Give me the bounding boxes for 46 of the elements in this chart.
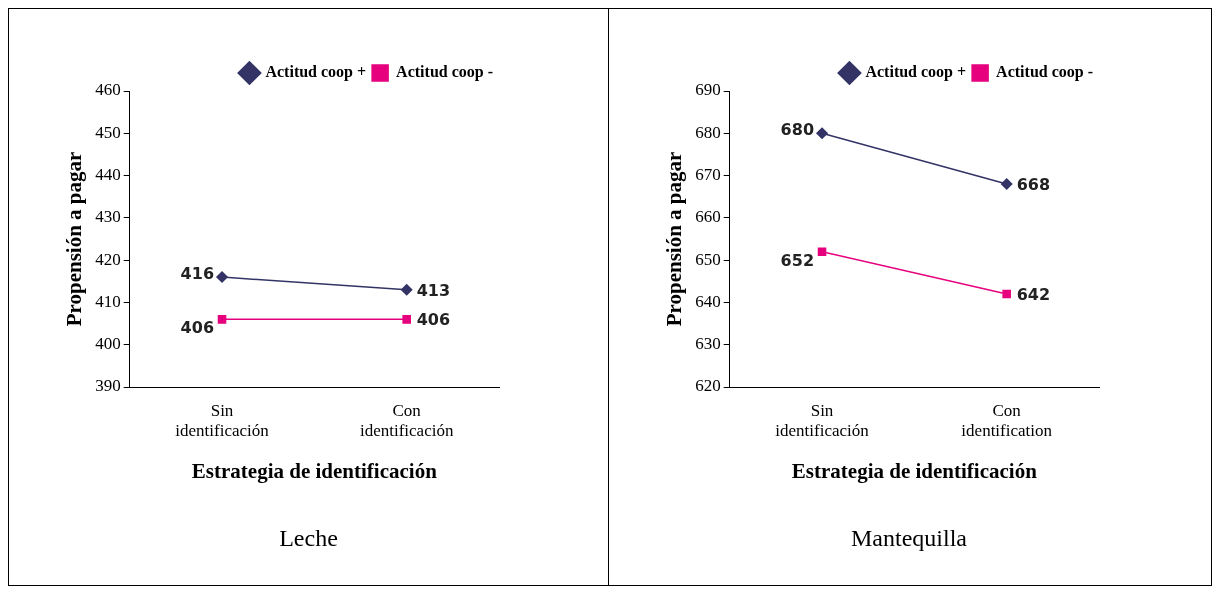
x-tick-label: Sin identificación [174,400,269,441]
data-label: 416 [180,264,214,284]
y-axis-title: Propensión a pagar [61,151,86,327]
y-tick-label: 390 [94,376,121,396]
data-label: 406 [180,318,214,338]
data-label: 652 [780,250,815,270]
legend-label: Actitud coop + [264,63,366,82]
y-tick-label: 440 [94,165,121,185]
point [400,283,412,296]
y-tick-label: 460 [94,80,121,100]
data-label: 680 [780,120,815,140]
data-label: 406 [416,310,450,330]
y-tick-label: 670 [695,165,721,185]
point [1002,289,1011,299]
y-tick-label: 430 [94,207,121,227]
point [217,315,226,324]
point [215,271,228,283]
point [401,315,411,324]
data-label: 668 [1016,175,1051,195]
x-tick-label: Con identification [961,400,1053,441]
y-tick-label: 400 [94,334,121,354]
legend-label: Actitud coop + [865,63,967,82]
legend-label: Actitud coop - [996,63,1094,82]
point [816,127,828,140]
y-tick-label: 450 [94,122,121,142]
x-tick-label: Con identificación [359,400,454,441]
y-tick-label: 660 [695,207,721,227]
x-axis-title: Estrategia de identificación [191,458,437,483]
x-tick-label: Sin identificación [775,400,870,441]
y-tick-label: 650 [695,249,721,269]
text: Mantequilla [851,525,967,552]
y-tick-label: 420 [94,249,121,269]
y-tick-label: 690 [695,80,721,100]
y-tick-label: 640 [695,291,721,311]
point [1000,178,1013,190]
y-axis-title: Propensión a pagar [662,151,687,327]
legend-label: Actitud coop - [395,63,493,82]
data-label: 413 [416,280,450,300]
data-label: 642 [1016,285,1051,305]
x-axis-title: Estrategia de identificación [791,458,1038,483]
point [817,247,827,256]
y-tick-label: 410 [94,291,121,311]
y-tick-label: 680 [695,122,721,142]
y-tick-label: 620 [695,376,721,396]
text: Leche [279,525,338,552]
y-tick-label: 630 [695,334,721,354]
